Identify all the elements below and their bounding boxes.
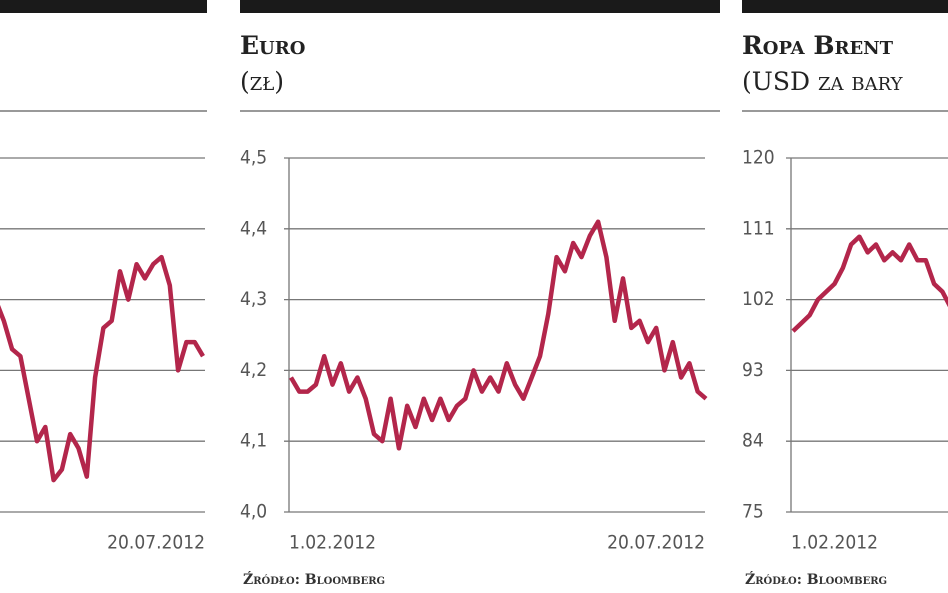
y-tick-label: 75	[742, 501, 764, 523]
x-tick-label: 20.07.2012	[607, 532, 705, 554]
header-bar	[742, 0, 948, 13]
y-tick-label: 102	[742, 288, 775, 310]
source: Źródło: Bloomberg	[745, 570, 887, 588]
x-tick-label: 1.02.2012	[289, 532, 376, 554]
y-tick-label: 84	[742, 430, 764, 452]
data-line	[0, 254, 205, 483]
y-tick-label: 120	[742, 147, 775, 169]
y-tick-label: 4,0	[240, 501, 267, 523]
y-tick-label: 111	[742, 217, 775, 239]
source: Źródło: Bloomberg	[243, 570, 385, 588]
data-line	[791, 234, 948, 333]
panel-subtitle: (USD za bary	[742, 67, 904, 96]
y-tick-label: 93	[742, 359, 764, 381]
y-tick-label: 4,4	[240, 217, 267, 239]
panel-subtitle: (zł)	[240, 67, 284, 96]
y-tick-label: 4,3	[240, 288, 267, 310]
header-bar	[0, 0, 207, 13]
data-line	[289, 219, 708, 451]
y-tick-label: 4,2	[240, 359, 267, 381]
panel-title: Euro	[240, 31, 305, 60]
y-tick-label: 4,1	[240, 430, 267, 452]
header-bar	[240, 0, 720, 13]
panel-title: Ropa Brent	[742, 31, 894, 60]
x-tick-label: 20.07.2012	[107, 532, 205, 554]
x-tick-label: 1.02.2012	[791, 532, 878, 554]
y-tick-label: 4,5	[240, 147, 267, 169]
